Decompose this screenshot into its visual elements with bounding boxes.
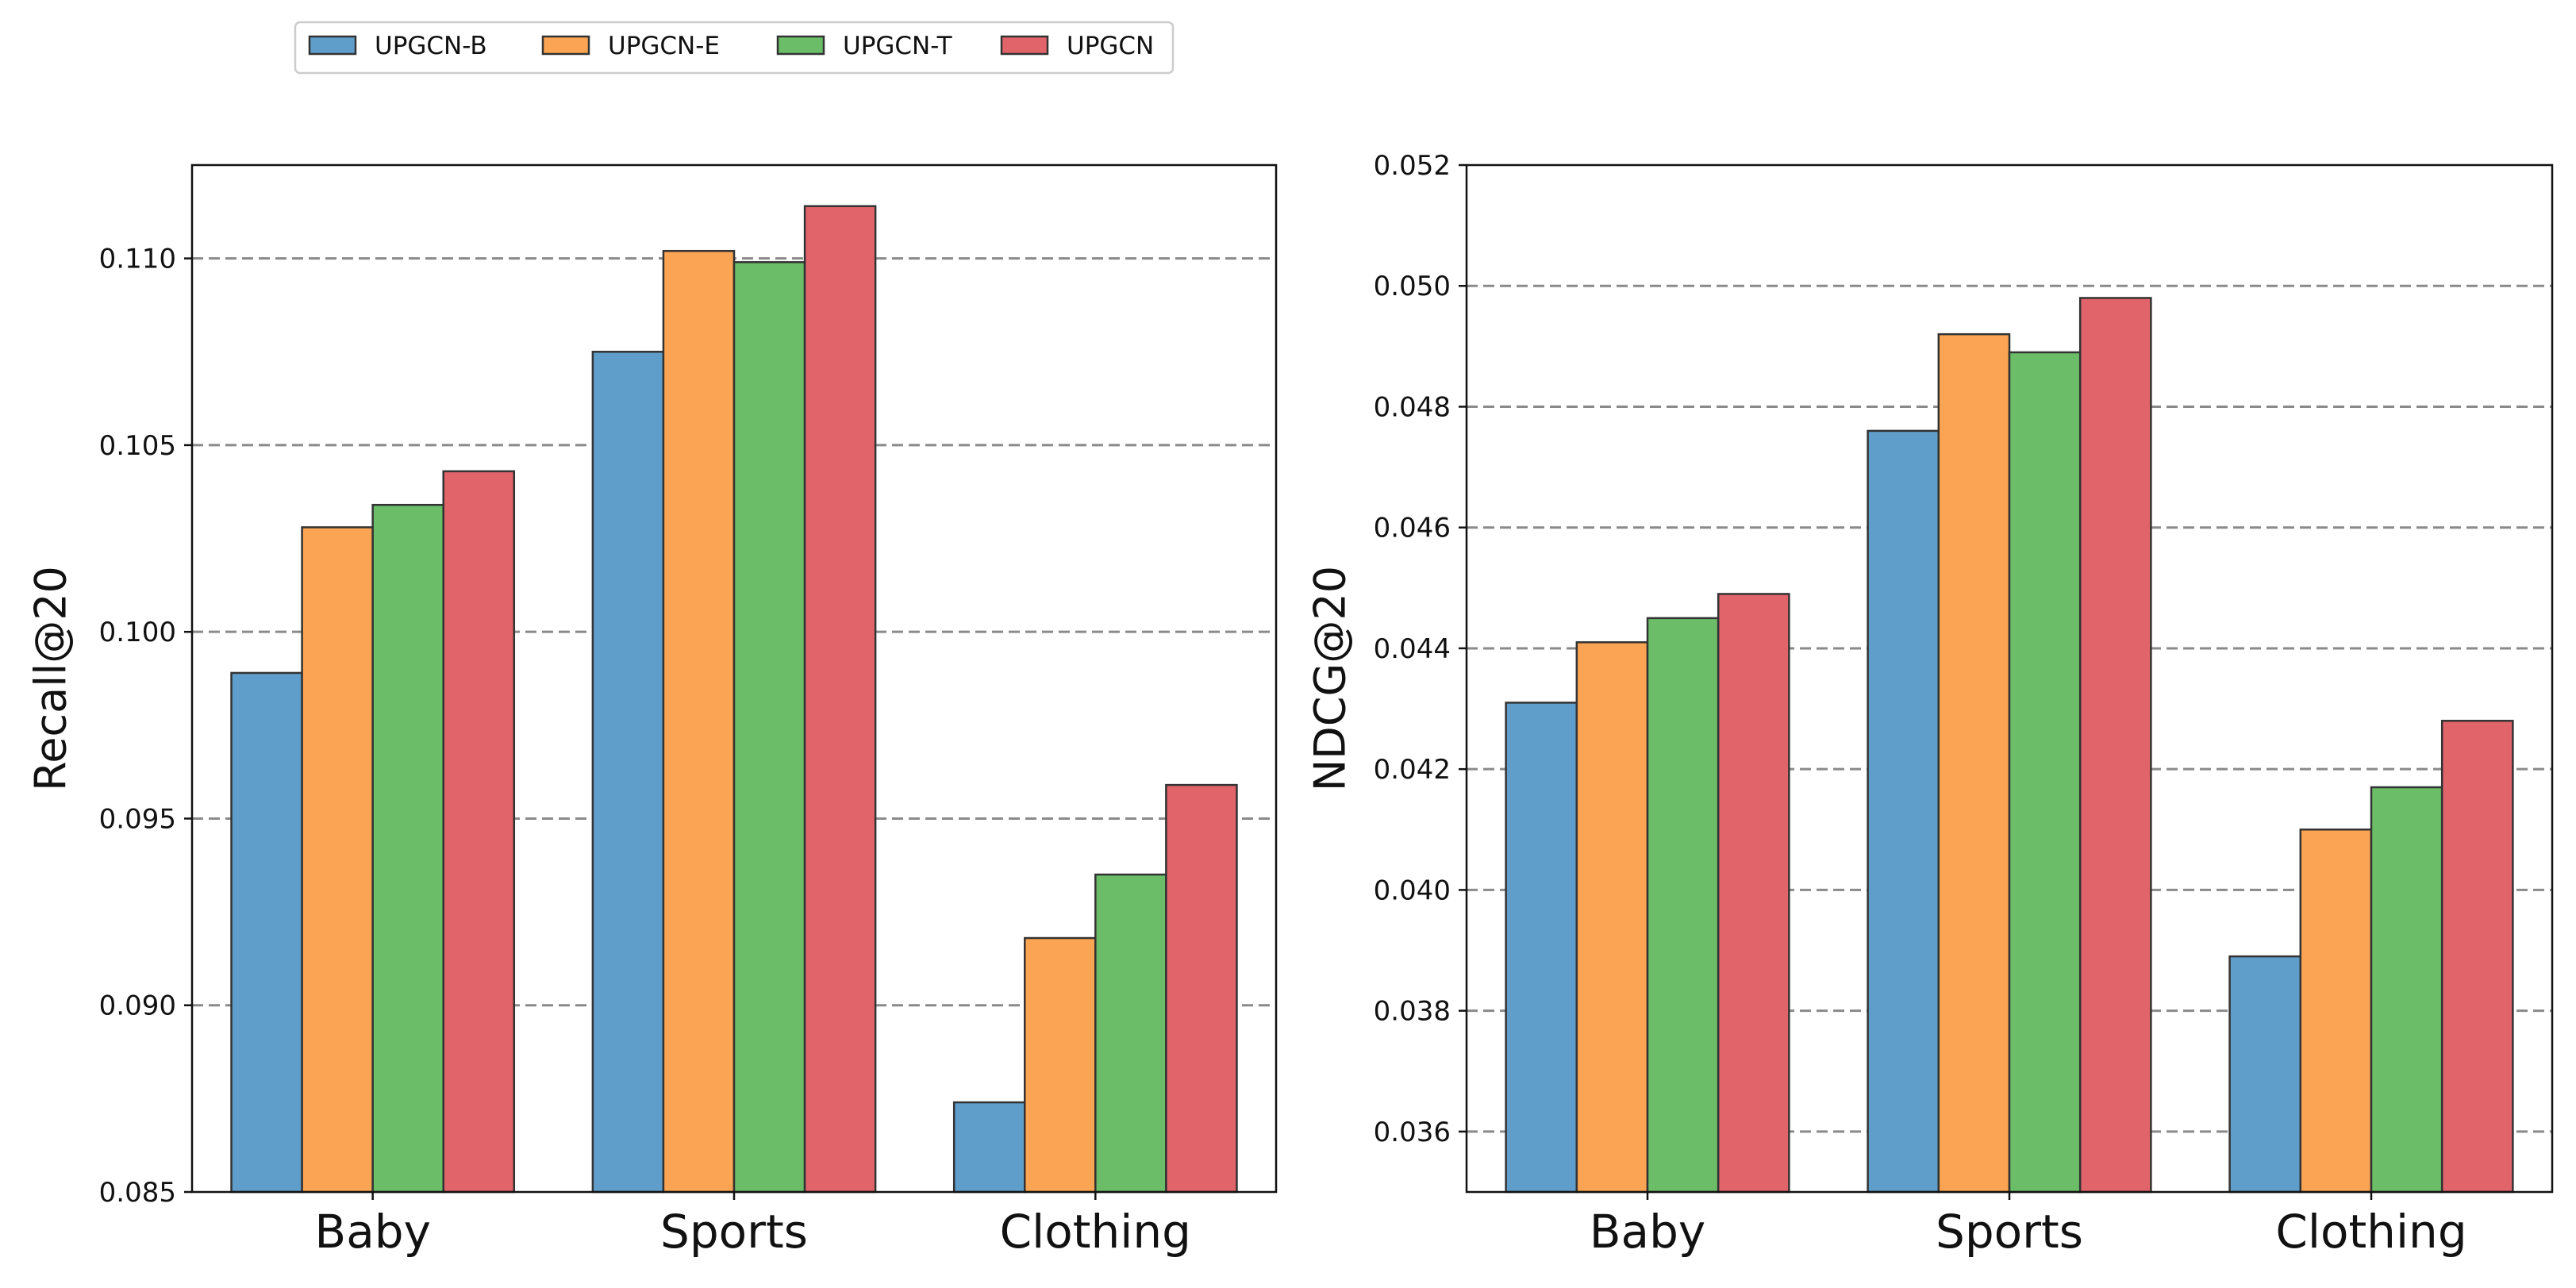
y-tick-label: 0.046 [1374,513,1451,544]
legend-swatch [541,35,590,56]
bar-baby-upgcn-b [1505,702,1578,1194]
y-tick-label: 0.105 [99,430,176,462]
chart-1: Baby Sports Clothing 0.085 0.090 0.095 0.100 0.… [26,163,1278,1259]
y-tick-label: 0.110 [99,244,176,275]
y-tick-label: 0.050 [1374,271,1451,302]
y-axis-label: NDCG@20 [1305,566,1355,791]
chart-2: Baby Sports Clothing 0.036 0.038 0.040 0.042 0.… [1305,150,2554,1259]
bar-clothing-upgcn [2440,720,2514,1194]
y-tick-label: 0.090 [99,990,176,1022]
y-tick-label: 0.038 [1374,996,1451,1028]
bar-baby-upgcn-e [1575,641,1649,1194]
bar-baby-upgcn-b [230,671,303,1194]
bar-baby-upgcn-t [371,503,444,1194]
legend-label: UPGCN-B [375,32,487,60]
bar-clothing-upgcn [1165,783,1238,1194]
bar-clothing-upgcn-e [2299,829,2373,1194]
y-tick-label: 0.048 [1374,391,1451,423]
plot-frame [190,163,1278,1194]
y-tick-label: 0.042 [1374,754,1451,786]
bar-sports-upgcn-b [591,351,665,1194]
legend-label: UPGCN-T [843,32,953,60]
bar-baby-upgcn [442,470,516,1194]
bar-clothing-upgcn-b [2228,955,2302,1194]
x-tick-label: Sports [660,1205,808,1259]
bar-clothing-upgcn-b [952,1101,1026,1194]
bar-sports-upgcn [2078,297,2152,1194]
bar-sports-upgcn-t [2008,351,2082,1194]
bar-baby-upgcn [1717,593,1790,1194]
plot-frame [1465,163,2554,1194]
x-tick-label: Baby [314,1205,430,1259]
x-tick-label: Clothing [1000,1205,1191,1259]
bar-sports-upgcn-t [732,261,806,1194]
bar-sports-upgcn-e [1937,333,2011,1194]
bar-sports-upgcn-b [1867,429,1940,1194]
y-tick-label: 0.085 [99,1177,176,1209]
bar-baby-upgcn-e [301,526,374,1194]
bar-baby-upgcn-t [1646,617,1720,1194]
bar-clothing-upgcn-e [1024,936,1097,1194]
x-tick-label: Sports [1936,1205,2083,1259]
legend-swatch [1000,35,1049,56]
x-tick-label: Clothing [2275,1205,2466,1259]
bar-clothing-upgcn-t [1094,873,1167,1194]
y-axis-label: Recall@20 [26,566,76,791]
bar-clothing-upgcn-t [2370,786,2443,1194]
legend-label: UPGCN-E [608,32,720,60]
y-tick-label: 0.036 [1374,1117,1451,1148]
x-tick-label: Baby [1590,1205,1705,1259]
y-tick-label: 0.100 [99,617,176,648]
legend-swatch [308,35,357,56]
y-tick-label: 0.040 [1374,875,1451,906]
y-tick-label: 0.052 [1374,150,1451,182]
bar-sports-upgcn [803,205,877,1194]
legend-swatch [776,35,825,56]
legend-label: UPGCN [1067,32,1154,60]
bar-sports-upgcn-e [662,249,736,1194]
legend-frame [294,21,1175,75]
legend: UPGCN-B UPGCN-E UPGCN-T UPGCN [294,21,1175,75]
y-tick-label: 0.095 [99,803,176,835]
y-tick-label: 0.044 [1374,633,1451,665]
